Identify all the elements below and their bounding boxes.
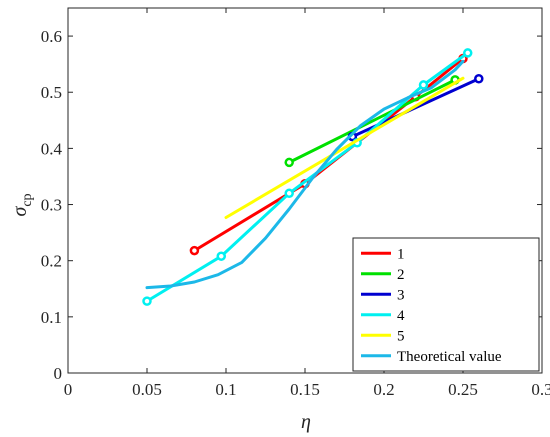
series-line xyxy=(224,76,465,219)
series-theoretical-value xyxy=(145,59,465,290)
y-tick-label: 0 xyxy=(54,364,63,383)
y-tick-label: 0.4 xyxy=(41,139,63,158)
series-line xyxy=(145,51,470,303)
x-tick-label: 0.15 xyxy=(290,380,320,399)
series-line xyxy=(145,59,465,290)
legend-box xyxy=(352,237,540,372)
y-tick-label: 0.3 xyxy=(41,196,62,215)
data-point xyxy=(142,296,152,306)
legend-label: 2 xyxy=(397,267,405,283)
x-tick-label: 0.05 xyxy=(132,380,162,399)
legend-item: 4 xyxy=(361,308,405,324)
x-tick-label: 0.25 xyxy=(448,380,478,399)
data-point xyxy=(474,74,484,84)
axes: 0 0.05 0.1 0.15 0.2 0.25 0.3 0 0.1 0.2 0.3 0.4 0.5 0.… xyxy=(41,7,550,399)
legend-item: 2 xyxy=(361,267,405,283)
y-axis-label-subscript: cp xyxy=(20,193,35,206)
legend-item: 3 xyxy=(361,287,405,303)
data-point xyxy=(189,245,200,256)
data-point xyxy=(216,251,227,261)
data-point xyxy=(284,157,294,168)
y-tick-label: 0.5 xyxy=(41,83,62,102)
legend-item: 5 xyxy=(361,328,405,344)
y-tick-label: 0.1 xyxy=(41,308,62,327)
legend-item: Theoretical value xyxy=(361,349,502,365)
legend-label: 3 xyxy=(397,287,405,303)
x-axis-label: η xyxy=(301,411,311,433)
legend-label: Theoretical value xyxy=(397,349,502,365)
x-tick-label: 0.3 xyxy=(531,380,550,399)
x-tick-label: 0 xyxy=(64,380,73,399)
data-point xyxy=(462,48,473,58)
series-5 xyxy=(224,76,465,219)
series-line xyxy=(287,78,457,164)
data-point xyxy=(284,188,294,199)
legend-item: 1 xyxy=(361,246,405,262)
x-tick-label: 0.1 xyxy=(215,380,236,399)
y-tick-label: 0.2 xyxy=(41,252,62,271)
legend: 1 2 3 4 5 Theoretical value xyxy=(352,237,540,372)
y-axis-label-symbol: σ xyxy=(9,206,31,217)
legend-label: 1 xyxy=(397,246,405,262)
legend-label: 5 xyxy=(397,328,405,344)
series-2 xyxy=(284,75,460,168)
y-tick-label: 0.6 xyxy=(41,27,62,46)
y-axis-label: σcp xyxy=(9,193,35,216)
data-point xyxy=(418,80,429,90)
legend-label: 4 xyxy=(397,308,405,324)
plot-series xyxy=(142,48,484,306)
x-tick-label: 0.2 xyxy=(373,380,394,399)
